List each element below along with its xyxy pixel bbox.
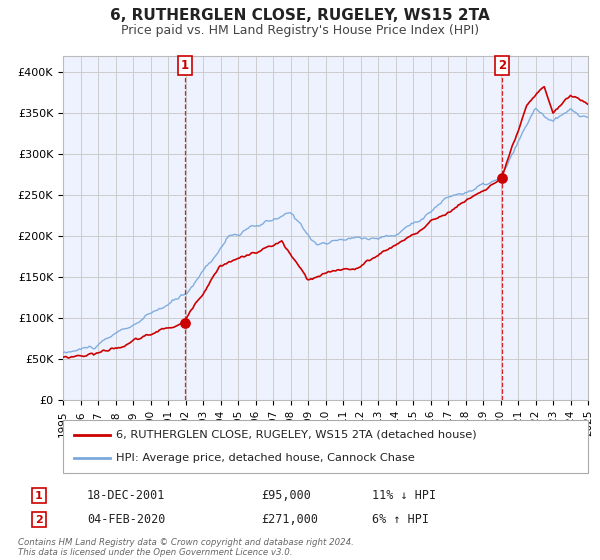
Text: 04-FEB-2020: 04-FEB-2020 xyxy=(87,513,166,526)
Text: 18-DEC-2001: 18-DEC-2001 xyxy=(87,489,166,502)
Text: 2: 2 xyxy=(35,515,43,525)
Text: Contains HM Land Registry data © Crown copyright and database right 2024.
This d: Contains HM Land Registry data © Crown c… xyxy=(18,538,354,557)
Text: £271,000: £271,000 xyxy=(261,513,318,526)
Text: 6% ↑ HPI: 6% ↑ HPI xyxy=(372,513,429,526)
Text: 6, RUTHERGLEN CLOSE, RUGELEY, WS15 2TA: 6, RUTHERGLEN CLOSE, RUGELEY, WS15 2TA xyxy=(110,8,490,24)
Point xyxy=(497,174,507,183)
Text: 6, RUTHERGLEN CLOSE, RUGELEY, WS15 2TA (detached house): 6, RUTHERGLEN CLOSE, RUGELEY, WS15 2TA (… xyxy=(115,430,476,440)
FancyBboxPatch shape xyxy=(63,420,588,473)
Text: 11% ↓ HPI: 11% ↓ HPI xyxy=(372,489,436,502)
Text: 2: 2 xyxy=(498,59,506,72)
Text: 1: 1 xyxy=(181,59,189,72)
Point xyxy=(180,318,190,327)
Text: Price paid vs. HM Land Registry's House Price Index (HPI): Price paid vs. HM Land Registry's House … xyxy=(121,24,479,37)
Text: 1: 1 xyxy=(35,491,43,501)
Text: HPI: Average price, detached house, Cannock Chase: HPI: Average price, detached house, Cann… xyxy=(115,453,414,463)
Text: £95,000: £95,000 xyxy=(261,489,311,502)
